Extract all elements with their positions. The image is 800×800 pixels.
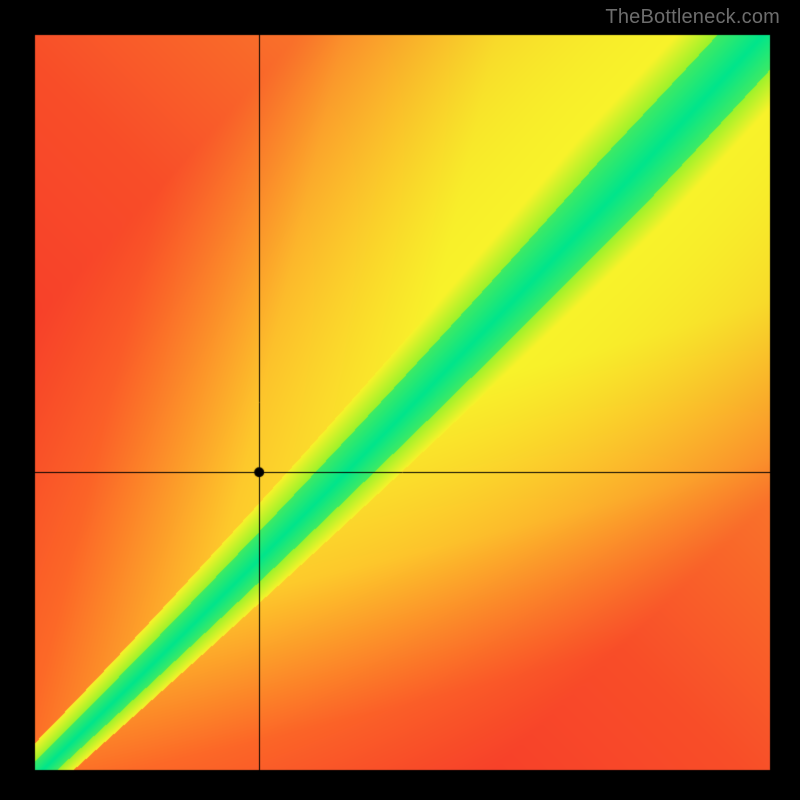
watermark-text: TheBottleneck.com bbox=[605, 6, 780, 29]
heatmap-canvas bbox=[0, 0, 800, 800]
chart-container: TheBottleneck.com bbox=[0, 0, 800, 800]
